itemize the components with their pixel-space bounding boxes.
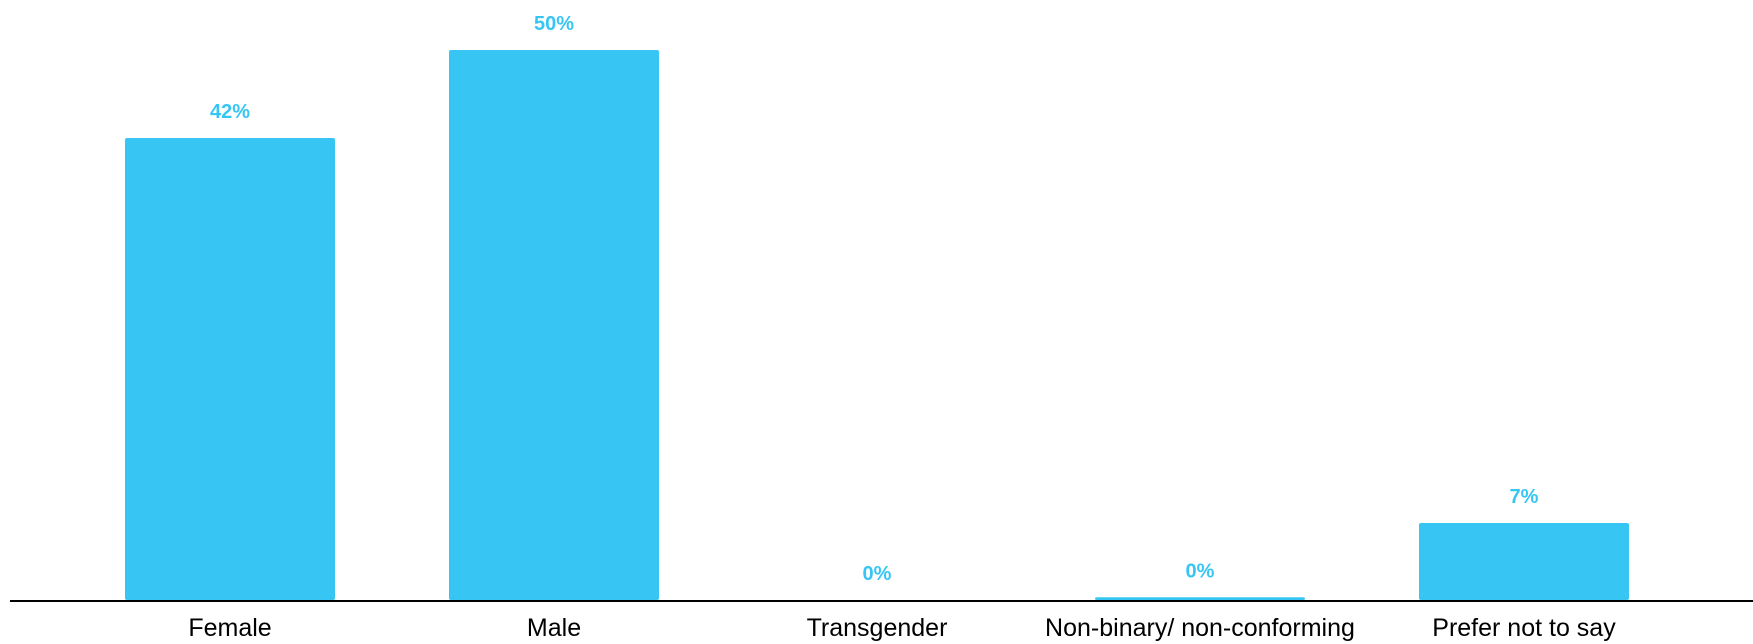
bar-prefer-not-to-say: [1419, 523, 1629, 600]
bars-layer: [125, 50, 1629, 600]
value-label-transgender: 0%: [863, 563, 892, 585]
category-labels-layer: Female Male Transgender Non-binary/ non-con…: [188, 614, 1616, 642]
bar-non-binary-non-conforming: [1095, 597, 1305, 600]
bar-female: [125, 138, 335, 600]
category-label-non-binary-non-conforming: Non-binary/ non-conforming: [1045, 614, 1355, 642]
value-label-male: 50%: [534, 13, 574, 35]
value-label-non-binary-non-conforming: 0%: [1186, 560, 1215, 582]
value-label-female: 42%: [210, 101, 250, 123]
category-label-transgender: Transgender: [807, 614, 948, 642]
value-labels-layer: 42% 50% 0% 0% 7%: [210, 13, 1539, 585]
value-label-prefer-not-to-say: 7%: [1510, 486, 1539, 508]
category-label-prefer-not-to-say: Prefer not to say: [1432, 614, 1616, 642]
bar-male: [449, 50, 659, 600]
category-label-female: Female: [188, 614, 271, 642]
category-label-male: Male: [527, 614, 581, 642]
